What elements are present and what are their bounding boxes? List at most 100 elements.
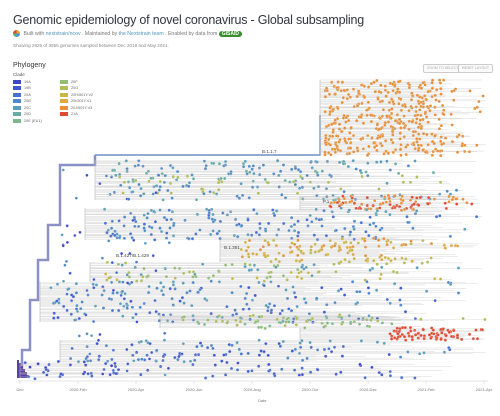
legend-item[interactable]: 19A [13,79,31,84]
tip-node[interactable] [180,352,184,356]
tip-node[interactable] [44,368,48,372]
tip-node[interactable] [290,241,294,245]
tip-node[interactable] [105,231,109,235]
tip-node[interactable] [257,338,261,342]
tip-node[interactable] [299,249,303,253]
tip-node[interactable] [421,81,425,85]
tip-node[interactable] [395,203,399,208]
tip-node[interactable] [110,219,114,223]
tip-node[interactable] [382,152,386,156]
tip-node[interactable] [419,143,423,147]
tip-node[interactable] [349,126,353,130]
tip-node[interactable] [254,230,258,235]
tip-node[interactable] [97,354,101,358]
tip-node[interactable] [300,185,304,189]
tip-node[interactable] [259,349,263,353]
tip-node[interactable] [296,253,300,257]
tip-node[interactable] [285,278,289,282]
tip-node[interactable] [373,145,377,149]
tip-node[interactable] [455,150,460,154]
tip-node[interactable] [292,223,297,227]
tip-node[interactable] [328,239,332,243]
tip-node[interactable] [409,239,413,243]
tip-node[interactable] [175,178,179,182]
tip-node[interactable] [261,163,265,167]
tip-node[interactable] [377,127,381,131]
tip-node[interactable] [251,313,255,317]
tip-node[interactable] [169,191,173,195]
tip-node[interactable] [368,215,372,219]
tip-node[interactable] [131,316,135,320]
tip-node[interactable] [267,369,271,373]
tip-node[interactable] [143,241,147,245]
tip-node[interactable] [442,350,446,354]
tip-node[interactable] [163,331,167,335]
tip-node[interactable] [171,175,175,179]
tip-node[interactable] [281,163,286,167]
tip-node[interactable] [309,160,313,164]
tip-node[interactable] [431,328,435,332]
tip-node[interactable] [435,88,439,92]
tip-node[interactable] [386,120,390,124]
tip-node[interactable] [84,313,88,317]
tip-node[interactable] [337,127,342,131]
tip-node[interactable] [367,314,371,318]
tip-node[interactable] [196,290,200,294]
tip-node[interactable] [386,256,390,261]
tip-node[interactable] [399,303,403,307]
tip-node[interactable] [244,249,248,253]
tip-node[interactable] [143,358,147,362]
tip-node[interactable] [341,344,345,349]
tip-node[interactable] [203,297,207,301]
tip-node[interactable] [349,146,353,150]
tip-node[interactable] [442,243,446,247]
tip-node[interactable] [245,172,249,176]
tip-node[interactable] [125,302,129,306]
tip-node[interactable] [166,366,170,370]
tip-node[interactable] [413,147,417,151]
tip-node[interactable] [160,167,164,171]
tip-node[interactable] [363,254,368,258]
tip-node[interactable] [309,370,313,374]
tip-node[interactable] [433,93,437,98]
tip-node[interactable] [170,297,174,301]
tip-node[interactable] [352,150,356,154]
tip-node[interactable] [74,282,78,286]
tip-node[interactable] [380,144,384,148]
tip-node[interactable] [98,333,102,337]
tip-node[interactable] [148,342,152,346]
tip-node[interactable] [411,226,415,230]
tip-node[interactable] [265,276,269,280]
tip-node[interactable] [355,119,359,123]
tip-node[interactable] [349,141,353,145]
tip-node[interactable] [328,339,332,343]
tip-node[interactable] [173,276,177,280]
tip-node[interactable] [163,267,167,271]
tip-node[interactable] [195,345,199,349]
tip-node[interactable] [390,322,394,326]
tip-node[interactable] [322,325,326,329]
tip-node[interactable] [442,78,446,82]
tip-node[interactable] [477,99,481,104]
tip-node[interactable] [391,141,395,145]
tip-node[interactable] [442,112,446,117]
tip-node[interactable] [129,299,133,303]
tip-node[interactable] [327,151,331,155]
tip-node[interactable] [443,338,447,342]
tip-node[interactable] [386,151,390,155]
tip-node[interactable] [376,238,381,242]
tip-node[interactable] [375,160,379,164]
tip-node[interactable] [332,84,336,89]
tip-node[interactable] [198,228,202,232]
tip-node[interactable] [125,369,129,373]
tip-node[interactable] [336,106,340,111]
tip-node[interactable] [309,245,313,249]
tip-node[interactable] [390,337,394,341]
tip-node[interactable] [92,320,96,324]
tip-node[interactable] [419,333,423,338]
tip-node[interactable] [330,322,334,326]
tip-node[interactable] [433,105,437,109]
tip-node[interactable] [333,147,337,151]
tip-node[interactable] [170,196,174,200]
tip-node[interactable] [217,280,221,284]
